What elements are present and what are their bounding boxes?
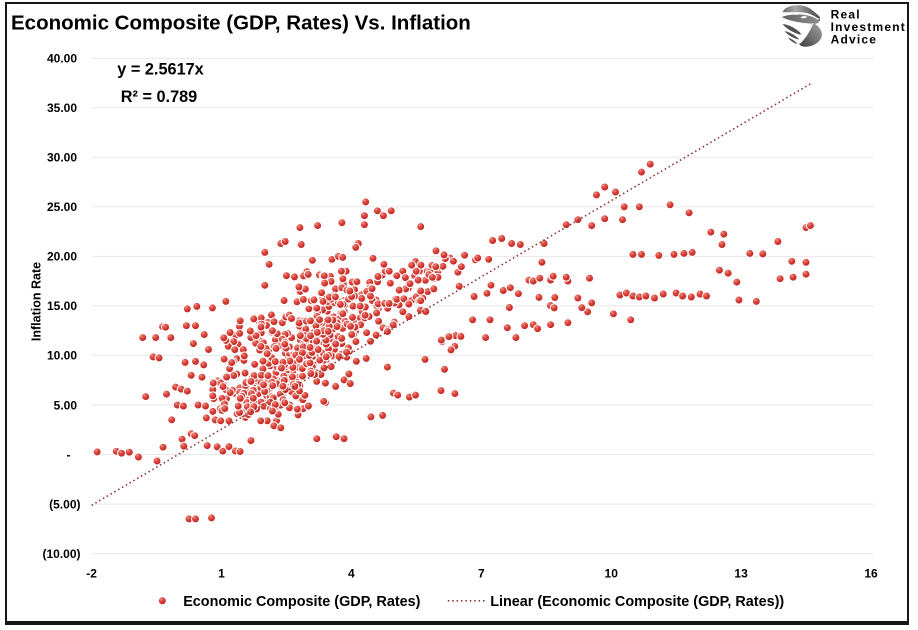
svg-text:15.00: 15.00 bbox=[47, 299, 77, 313]
svg-text:-2: -2 bbox=[86, 567, 97, 581]
svg-text:Inflation Rate: Inflation Rate bbox=[30, 262, 44, 341]
svg-text:10.00: 10.00 bbox=[47, 349, 77, 363]
svg-text:R² = 0.789: R² = 0.789 bbox=[121, 88, 197, 106]
svg-text:7: 7 bbox=[478, 567, 485, 581]
svg-text:4: 4 bbox=[348, 567, 355, 581]
svg-text:35.00: 35.00 bbox=[47, 101, 77, 115]
svg-text:Economic Composite (GDP, Rates: Economic Composite (GDP, Rates) Vs. Infl… bbox=[11, 12, 471, 35]
svg-text:Real: Real bbox=[831, 7, 861, 21]
svg-text:Linear (Economic Composite (GD: Linear (Economic Composite (GDP, Rates)) bbox=[490, 594, 784, 610]
svg-text:y = 2.5617x: y = 2.5617x bbox=[117, 61, 203, 79]
svg-text:(5.00): (5.00) bbox=[49, 497, 80, 511]
svg-text:(10.00): (10.00) bbox=[42, 547, 80, 561]
svg-text:-: - bbox=[67, 448, 71, 462]
svg-text:20.00: 20.00 bbox=[47, 250, 77, 264]
svg-text:16: 16 bbox=[864, 567, 878, 581]
svg-text:Advice: Advice bbox=[831, 33, 878, 47]
svg-text:Economic Composite (GDP, Rates: Economic Composite (GDP, Rates) bbox=[183, 594, 420, 610]
svg-text:1: 1 bbox=[218, 567, 225, 581]
svg-text:25.00: 25.00 bbox=[47, 200, 77, 214]
svg-text:40.00: 40.00 bbox=[47, 52, 77, 66]
svg-text:10: 10 bbox=[605, 567, 619, 581]
svg-text:Investment: Investment bbox=[831, 20, 906, 34]
svg-text:30.00: 30.00 bbox=[47, 151, 77, 165]
svg-text:13: 13 bbox=[734, 567, 748, 581]
svg-text:5.00: 5.00 bbox=[54, 398, 78, 412]
